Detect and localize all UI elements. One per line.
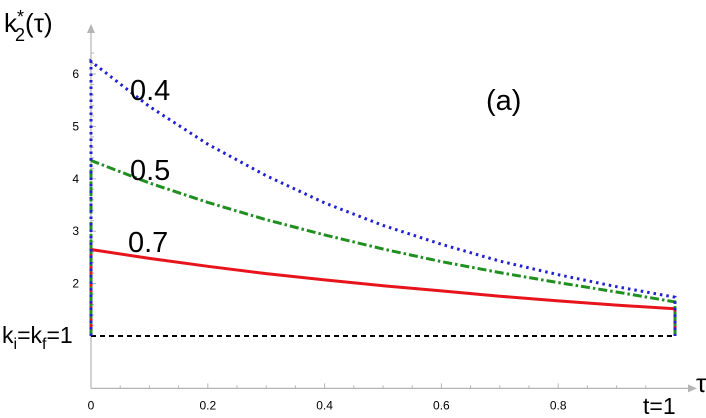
y-axis-title: k* 2(τ) bbox=[4, 7, 53, 45]
y-tick-label: 5 bbox=[72, 119, 79, 133]
x-tick-label: 0.6 bbox=[433, 398, 450, 412]
reference-label: ki=kf=1 bbox=[2, 322, 73, 353]
x-ticks: 0 0.2 0.4 0.6 0.8 bbox=[88, 383, 647, 412]
y-tick-label: 4 bbox=[72, 172, 79, 186]
x-tick-label: 0.2 bbox=[199, 398, 216, 412]
curve-label-0-5: 0.5 bbox=[130, 155, 170, 187]
y-tick-label: 3 bbox=[72, 224, 79, 238]
x-tick-label: 0 bbox=[88, 398, 95, 412]
series-group bbox=[89, 58, 677, 336]
x-end-label: t=1 bbox=[643, 393, 676, 418]
series-0-5-line bbox=[89, 158, 677, 336]
x-axis-arrow-icon bbox=[688, 384, 697, 393]
curve-label-0-4: 0.4 bbox=[130, 75, 170, 107]
series-0-4-line bbox=[89, 58, 677, 336]
x-tick-label: 0.4 bbox=[316, 398, 333, 412]
panel-label: (a) bbox=[486, 85, 521, 117]
y-tick-label: 2 bbox=[72, 277, 79, 291]
y-tick-label: 6 bbox=[72, 67, 79, 81]
x-tick-label: 0.8 bbox=[550, 398, 567, 412]
curve-label-0-7: 0.7 bbox=[128, 227, 168, 259]
y-axis-arrow-icon bbox=[87, 24, 95, 33]
x-axis-title: τ bbox=[696, 368, 706, 398]
series-0-7-line bbox=[89, 247, 677, 336]
